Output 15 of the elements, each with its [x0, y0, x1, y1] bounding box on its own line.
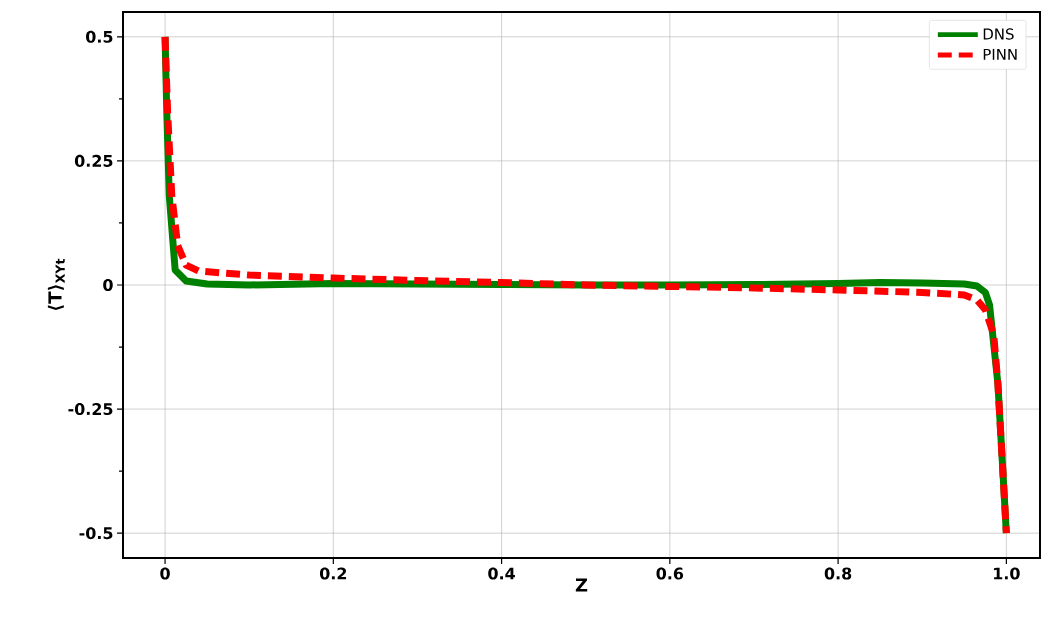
legend-label: PINN	[983, 48, 1017, 60]
y-tick-label: -0.25	[68, 403, 113, 416]
x-tick-label: 0.2	[319, 567, 347, 580]
x-tick-label: 0.4	[488, 567, 515, 580]
x-tick-label: 0.8	[824, 567, 852, 580]
y-tick-label: -0.5	[79, 527, 113, 540]
x-tick-label: 1.0	[994, 567, 1020, 580]
x-tick-label: 0	[160, 567, 170, 580]
legend-label: DNS	[983, 28, 1014, 40]
x-tick-label: 0.6	[656, 567, 684, 580]
y-tick-label: 0.25	[74, 154, 113, 167]
x-axis-title: Z	[575, 578, 588, 592]
y-tick-label: 0	[103, 278, 113, 291]
y-axis-title: ⟨T⟩$_{XYt}$	[47, 258, 65, 311]
y-tick-label: 0.5	[86, 30, 113, 43]
